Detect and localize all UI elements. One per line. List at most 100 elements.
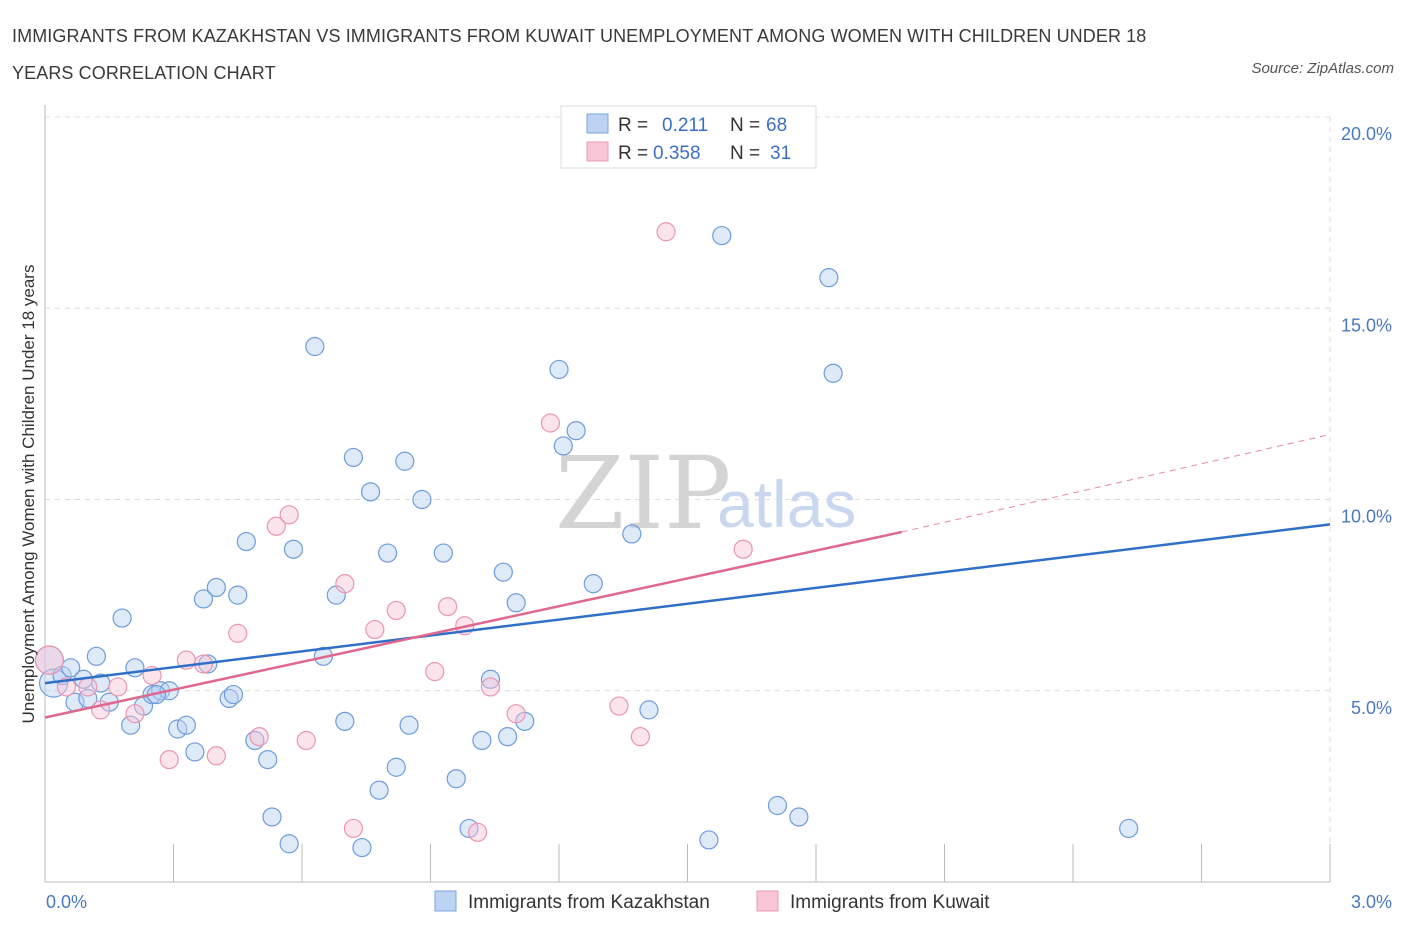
kazakhstan-point-58 — [699, 830, 719, 850]
kuwait-point-13 — [266, 516, 286, 536]
legend-top: R = 0.211 N = 68 R = 0.358 N = 31 — [560, 105, 817, 169]
kazakhstan-point-27 — [262, 807, 282, 827]
legend-bottom-swatch-kuwait — [756, 890, 779, 912]
legend-n-label-1: N = — [730, 115, 760, 136]
kazakhstan-point-24 — [236, 531, 256, 552]
trend-line-kuwait-extension — [901, 433, 1331, 533]
legend-r-label-2: R = — [618, 143, 648, 164]
kazakhstan-point-9 — [112, 608, 132, 628]
kazakhstan-point-52 — [549, 359, 569, 380]
legend-bottom-label-kazakhstan: Immigrants from Kazakhstan — [468, 892, 710, 913]
y-tick-label-15: 15.0% — [1341, 315, 1392, 335]
kazakhstan-point-36 — [360, 482, 381, 502]
kuwait-point-24 — [480, 677, 501, 697]
kazakhstan-point-20 — [206, 577, 226, 598]
kuwait-point-30 — [733, 539, 753, 559]
kuwait-point-26 — [540, 413, 561, 433]
y-axis-label: Unemployment Among Women with Children U… — [19, 265, 38, 724]
kuwait-point-21 — [438, 596, 458, 617]
x-tick-label-min: 0.0% — [46, 892, 87, 912]
watermark-zip: ZIP — [555, 435, 731, 552]
kuwait-point-5 — [125, 704, 145, 724]
kazakhstan-point-62 — [819, 268, 839, 288]
kuwait-point-14 — [279, 505, 299, 525]
chart-title: IMMIGRANTS FROM KAZAKHSTAN VS IMMIGRANTS… — [12, 26, 1147, 83]
kuwait-point-10 — [206, 746, 226, 766]
kazakhstan-point-48 — [493, 562, 513, 582]
legend-r-value-1: 0.211 — [662, 115, 708, 136]
kazakhstan-point-55 — [583, 574, 603, 594]
kazakhstan-point-42 — [412, 489, 432, 510]
kazakhstan-point-18 — [185, 742, 205, 762]
kazakhstan-point-17 — [176, 715, 196, 735]
kuwait-point-15 — [296, 730, 316, 751]
trend-lines — [44, 433, 1331, 719]
kuwait-point-7 — [159, 749, 179, 770]
kazakhstan-point-22 — [223, 684, 244, 705]
kazakhstan-point-61 — [789, 807, 809, 827]
kuwait-point-17 — [343, 818, 363, 839]
kazakhstan-point-63 — [823, 363, 843, 383]
kazakhstan-point-47 — [480, 669, 501, 689]
series-kuwait-points — [34, 222, 753, 842]
trend-line-kazakhstan — [44, 523, 1331, 685]
kazakhstan-point-10 — [121, 715, 141, 735]
kazakhstan-point-38 — [378, 543, 398, 563]
kuwait-point-20 — [425, 662, 445, 682]
kazakhstan-point-59 — [712, 225, 732, 246]
y-tick-label-20: 20.0% — [1341, 124, 1392, 144]
kuwait-point-0 — [34, 645, 64, 675]
kazakhstan-point-56 — [622, 524, 642, 544]
legend-n-value-1: 68 — [766, 115, 787, 136]
trend-line-kuwait — [44, 530, 902, 719]
kuwait-point-19 — [386, 600, 406, 621]
kazakhstan-point-39 — [386, 757, 406, 777]
kuwait-point-25 — [506, 704, 526, 724]
kazakhstan-point-34 — [343, 447, 363, 468]
watermark-atlas: atlas — [717, 467, 856, 541]
kazakhstan-point-37 — [369, 780, 389, 800]
kazakhstan-point-57 — [639, 700, 659, 720]
kuwait-point-1 — [56, 677, 77, 697]
legend-n-label-2: N = — [730, 143, 760, 164]
kuwait-point-28 — [630, 727, 650, 747]
kazakhstan-point-23 — [228, 585, 248, 605]
kazakhstan-point-33 — [335, 711, 355, 731]
kazakhstan-point-44 — [446, 769, 466, 789]
legend-bottom-label-kuwait: Immigrants from Kuwait — [790, 892, 990, 913]
kazakhstan-point-11 — [125, 658, 145, 678]
kazakhstan-point-19 — [193, 589, 214, 609]
chart-source: Source: ZipAtlas.com — [1251, 60, 1394, 77]
kazakhstan-point-53 — [553, 436, 573, 456]
kuwait-point-4 — [108, 677, 128, 697]
kazakhstan-point-60 — [767, 795, 788, 816]
kazakhstan-point-49 — [498, 727, 518, 747]
watermark: ZIP atlas — [555, 435, 856, 552]
kuwait-point-16 — [335, 574, 355, 594]
kazakhstan-point-40 — [395, 451, 415, 471]
kuwait-point-23 — [468, 822, 488, 842]
kazakhstan-point-43 — [433, 543, 453, 563]
legend-r-label-1: R = — [618, 115, 648, 136]
kazakhstan-point-54 — [566, 421, 586, 441]
legend-r-value-2: 0.358 — [653, 143, 701, 164]
tick-labels: 5.0% 10.0% 15.0% 20.0% 0.0% 3.0% — [46, 124, 1392, 912]
kazakhstan-point-64 — [1119, 818, 1139, 839]
y-tick-label-10: 10.0% — [1341, 507, 1392, 527]
kuwait-point-12 — [249, 727, 269, 747]
kuwait-point-29 — [656, 222, 676, 242]
axes — [44, 105, 1331, 883]
kazakhstan-point-26 — [258, 749, 278, 770]
legend-bottom-swatch-kazakhstan — [434, 890, 457, 912]
kuwait-point-2 — [78, 677, 98, 697]
legend-swatch-kuwait — [586, 141, 609, 162]
y-tick-label-5: 5.0% — [1351, 698, 1392, 718]
kuwait-point-11 — [228, 623, 248, 643]
kuwait-point-18 — [365, 619, 385, 640]
kazakhstan-point-7 — [86, 646, 107, 666]
legend-swatch-kazakhstan — [586, 113, 609, 134]
kazakhstan-point-41 — [399, 715, 419, 735]
kazakhstan-point-46 — [472, 730, 492, 751]
kazakhstan-point-35 — [352, 837, 372, 858]
